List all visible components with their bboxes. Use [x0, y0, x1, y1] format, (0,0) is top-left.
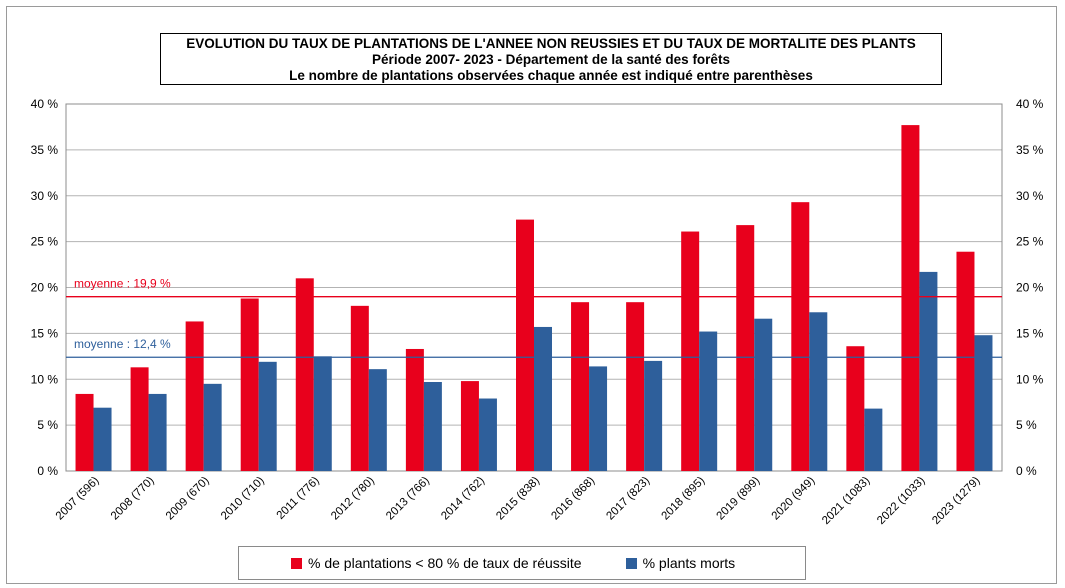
legend-label-series2: % plants morts	[642, 555, 736, 571]
y-tick-label-left: 40 %	[31, 97, 59, 111]
y-tick-label-left: 20 %	[31, 281, 59, 295]
x-tick-label: 2008 (770)	[109, 475, 157, 523]
bar-plantations-non-reussies	[956, 251, 975, 471]
bar-plantations-non-reussies	[130, 367, 149, 471]
y-tick-label-left: 35 %	[31, 143, 59, 157]
bar-plants-morts	[589, 366, 608, 471]
legend-swatch-blue	[625, 557, 637, 569]
average-label: moyenne : 12,4 %	[74, 337, 171, 351]
x-tick-label: 2013 (766)	[384, 475, 432, 523]
bar-plants-morts	[699, 331, 718, 471]
bar-plants-morts	[864, 408, 883, 471]
y-tick-label-left: 0 %	[37, 464, 58, 478]
legend-label-series1: % de plantations < 80 % de taux de réuss…	[308, 555, 582, 571]
chart-subtitle: Période 2007- 2023 - Département de la s…	[372, 52, 730, 67]
bar-plants-morts	[258, 361, 277, 471]
legend-item-series1: % de plantations < 80 % de taux de réuss…	[291, 555, 582, 571]
bar-plantations-non-reussies	[185, 321, 204, 471]
chart-note: Le nombre de plantations observées chaqu…	[289, 68, 813, 83]
y-tick-label-right: 25 %	[1016, 235, 1044, 249]
y-tick-label-right: 20 %	[1016, 281, 1044, 295]
x-tick-label: 2015 (838)	[494, 475, 542, 523]
x-tick-label: 2010 (710)	[219, 475, 267, 523]
bar-plantations-non-reussies	[901, 125, 920, 471]
bar-plantations-non-reussies	[240, 298, 259, 471]
bar-plants-morts	[644, 360, 663, 471]
y-tick-label-right: 0 %	[1016, 464, 1037, 478]
y-tick-label-left: 5 %	[37, 418, 58, 432]
x-tick-label: 2019 (899)	[715, 475, 763, 523]
bar-plantations-non-reussies	[846, 346, 865, 471]
bar-plantations-non-reussies	[571, 302, 590, 471]
y-tick-label-left: 10 %	[31, 372, 59, 386]
bar-plants-morts	[93, 407, 112, 471]
bar-plants-morts	[809, 312, 828, 471]
x-tick-label: 2016 (868)	[549, 475, 597, 523]
y-tick-label-right: 10 %	[1016, 372, 1044, 386]
bar-plantations-non-reussies	[516, 219, 534, 471]
bar-plantations-non-reussies	[350, 305, 369, 471]
y-tick-label-right: 5 %	[1016, 418, 1037, 432]
bar-plantations-non-reussies	[75, 393, 94, 471]
y-tick-label-left: 25 %	[31, 235, 59, 249]
bar-plantations-non-reussies	[681, 231, 700, 471]
chart-frame	[6, 6, 1057, 584]
chart-title: EVOLUTION DU TAUX DE PLANTATIONS DE L'AN…	[186, 36, 916, 51]
x-tick-label: 2011 (776)	[275, 475, 322, 522]
bar-plants-morts	[368, 369, 387, 471]
bar-plants-morts	[919, 271, 938, 471]
bar-plants-morts	[534, 326, 552, 471]
bar-plants-morts	[148, 393, 167, 471]
bar-plantations-non-reussies	[460, 381, 479, 471]
legend: % de plantations < 80 % de taux de réuss…	[238, 546, 806, 580]
x-tick-label: 2021 (1083)	[820, 475, 872, 527]
bar-plants-morts	[974, 335, 993, 471]
y-tick-label-right: 40 %	[1016, 97, 1044, 111]
x-tick-label: 2022 (1033)	[875, 475, 927, 527]
x-tick-label: 2014 (762)	[439, 475, 487, 523]
x-tick-label: 2012 (780)	[329, 475, 377, 523]
legend-item-series2: % plants morts	[625, 555, 736, 571]
x-tick-label: 2017 (823)	[604, 475, 652, 523]
bar-plantations-non-reussies	[791, 202, 810, 472]
y-tick-label-left: 30 %	[31, 189, 59, 203]
bar-plantations-non-reussies	[405, 348, 424, 471]
bar-plants-morts	[478, 398, 497, 471]
bar-plantations-non-reussies	[626, 302, 645, 471]
y-tick-label-right: 30 %	[1016, 189, 1044, 203]
legend-swatch-red	[291, 557, 302, 569]
y-tick-label-right: 15 %	[1016, 326, 1044, 340]
bar-plantations-non-reussies	[295, 278, 314, 471]
bar-plants-morts	[754, 318, 773, 471]
x-tick-label: 2018 (895)	[659, 475, 707, 523]
average-label: moyenne : 19,9 %	[74, 277, 171, 291]
bar-plants-morts	[203, 383, 222, 471]
y-tick-label-left: 15 %	[31, 326, 59, 340]
x-tick-label: 2009 (670)	[164, 475, 212, 523]
chart-title-box: EVOLUTION DU TAUX DE PLANTATIONS DE L'AN…	[160, 33, 942, 85]
x-tick-label: 2007 (596)	[54, 475, 102, 523]
bar-plants-morts	[313, 356, 332, 471]
x-tick-label: 2023 (1279)	[930, 475, 982, 527]
bar-plantations-non-reussies	[736, 225, 755, 471]
bar-plants-morts	[423, 382, 442, 471]
x-tick-label: 2020 (949)	[770, 475, 818, 523]
y-tick-label-right: 35 %	[1016, 143, 1044, 157]
